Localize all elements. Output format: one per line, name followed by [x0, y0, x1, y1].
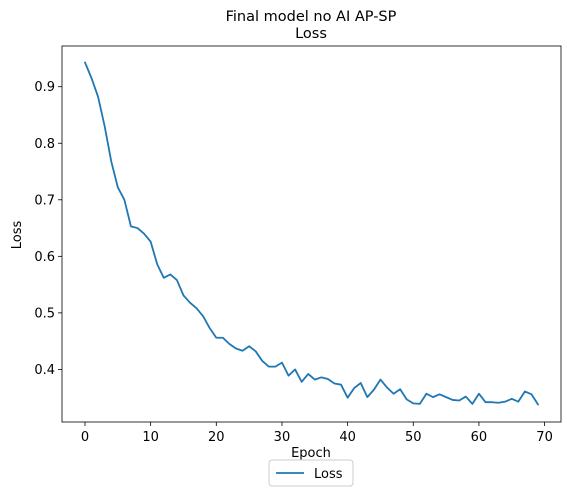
- legend-label-loss: Loss: [314, 467, 343, 482]
- y-tick-label: 0.6: [34, 250, 55, 265]
- x-axis: 0 10 20 30 40 50 60 70: [81, 422, 553, 445]
- plot-area: 0 10 20 30 40 50 60 70 0.4 0.5 0.6 0.7 0.8 0.9: [34, 45, 562, 445]
- x-tick-label: 50: [405, 430, 422, 445]
- y-tick-label: 0.9: [34, 80, 55, 95]
- x-tick-label: 0: [81, 430, 89, 445]
- chart-subtitle: Loss: [295, 26, 327, 42]
- loss-series-line: [84, 61, 539, 406]
- x-axis-title: Epoch: [291, 446, 331, 461]
- y-tick-label: 0.4: [34, 363, 55, 378]
- plot-frame: [61, 45, 562, 423]
- legend: Loss: [268, 459, 354, 487]
- x-tick-label: 20: [208, 430, 225, 445]
- y-axis: 0.4 0.5 0.6 0.7 0.8 0.9: [34, 80, 62, 378]
- y-tick-label: 0.8: [34, 137, 55, 152]
- y-tick-label: 0.7: [34, 193, 55, 208]
- y-tick-label: 0.5: [34, 306, 55, 321]
- x-tick-label: 10: [142, 430, 159, 445]
- x-tick-label: 60: [471, 430, 488, 445]
- x-tick-label: 70: [536, 430, 553, 445]
- x-tick-label: 30: [274, 430, 291, 445]
- chart-title: Final model no AI AP-SP: [226, 9, 397, 25]
- x-tick-label: 40: [339, 430, 356, 445]
- y-axis-title: Loss: [10, 221, 25, 250]
- legend-box: [268, 459, 354, 487]
